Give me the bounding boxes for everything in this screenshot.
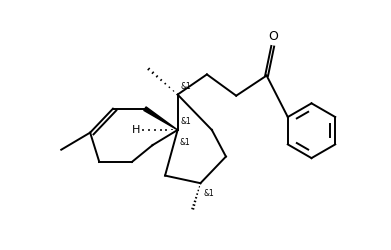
Polygon shape	[144, 107, 178, 130]
Text: &1: &1	[181, 82, 192, 91]
Text: &1: &1	[179, 138, 190, 147]
Text: O: O	[268, 30, 278, 43]
Text: H: H	[132, 125, 140, 135]
Text: &1: &1	[203, 188, 214, 198]
Text: &1: &1	[181, 117, 192, 126]
